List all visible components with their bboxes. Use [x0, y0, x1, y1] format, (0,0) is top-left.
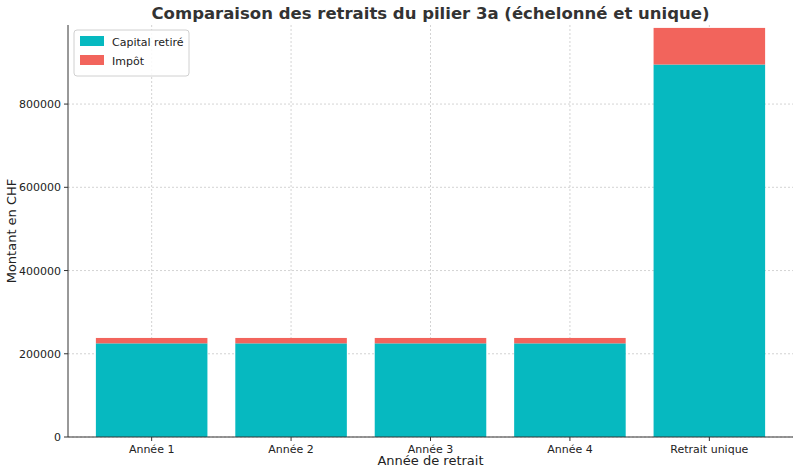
legend: Capital retiré Impôt — [74, 30, 189, 76]
y-axis-line — [68, 25, 69, 437]
legend-swatch — [80, 36, 104, 46]
x-tick-label: Année 4 — [547, 443, 593, 456]
bar-segment — [96, 343, 208, 437]
x-tick — [709, 437, 710, 441]
x-tick-label: Année 2 — [268, 443, 314, 456]
bar-segment — [235, 338, 347, 343]
y-tick — [64, 104, 68, 105]
legend-box — [74, 30, 189, 76]
bar-segment — [514, 338, 626, 343]
bar-segment — [235, 343, 347, 437]
y-tick-label: 800000 — [19, 98, 61, 111]
title: Comparaison des retraits du pilier 3a (é… — [152, 4, 710, 23]
bar-segment — [514, 343, 626, 437]
y-tick — [64, 270, 68, 271]
bar-segment — [375, 338, 487, 343]
y-tick-label: 400000 — [19, 265, 61, 278]
y-axis-label: Montant en CHF — [4, 179, 19, 284]
x-tick-label: Année 1 — [129, 443, 175, 456]
chart-container: 0 200000 400000 600000 800000 Année 1 Année 2 A… — [0, 0, 800, 474]
legend-label: Impôt — [112, 55, 145, 68]
bar-segment — [375, 343, 487, 437]
bar-segment — [654, 65, 766, 437]
y-tick — [64, 353, 68, 354]
x-tick — [151, 437, 152, 441]
bars — [96, 28, 765, 437]
legend-label: Capital retiré — [112, 36, 184, 49]
x-axis-label: Année de retrait — [377, 453, 483, 468]
chart-svg: 0 200000 400000 600000 800000 Année 1 Année 2 A… — [0, 0, 800, 474]
bar-segment — [96, 338, 208, 343]
bar-segment — [654, 28, 766, 65]
y-tick — [64, 187, 68, 188]
y-tick — [64, 437, 68, 438]
x-tick — [430, 437, 431, 441]
x-tick-label: Retrait unique — [670, 443, 748, 456]
legend-swatch — [80, 55, 104, 65]
y-tick-label: 0 — [54, 431, 61, 444]
x-tick — [569, 437, 570, 441]
x-tick — [291, 437, 292, 441]
y-tick-label: 600000 — [19, 181, 61, 194]
y-tick-label: 200000 — [19, 348, 61, 361]
